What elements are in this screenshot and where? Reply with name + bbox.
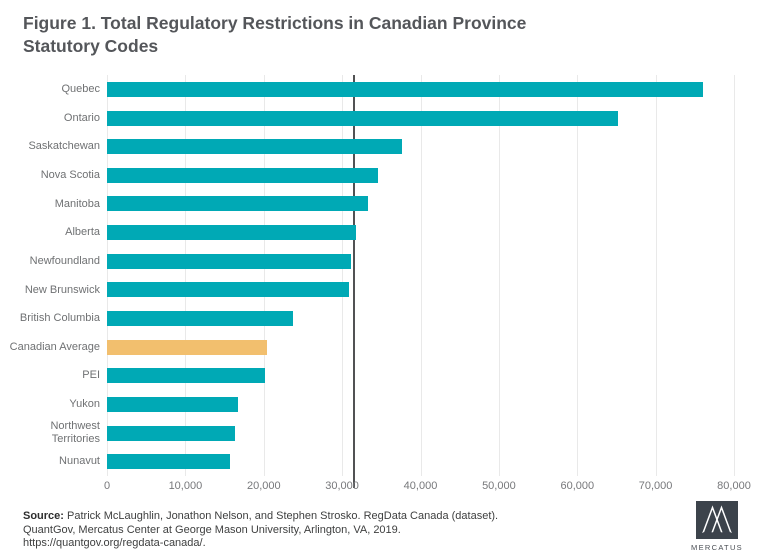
gridline-20000: [263, 75, 265, 476]
bar-new-brunswick: [107, 282, 350, 298]
gridline-40000: [420, 75, 422, 476]
gridline-60000: [577, 75, 579, 476]
gridline-30000: [342, 75, 344, 476]
category-label-canadian-average: Canadian Average: [9, 340, 100, 353]
source-line1-text: Patrick McLaughlin, Jonathon Nelson, and…: [63, 510, 499, 522]
source-line2: QuantGov, Mercatus Center at George Maso…: [23, 523, 401, 536]
bar-northwest-territories: [107, 425, 235, 441]
source-line1: Source: Patrick McLaughlin, Jonathon Nel…: [23, 510, 583, 524]
x-tick-label-30000: 30,000: [325, 480, 359, 492]
x-tick-label-60000: 60,000: [560, 480, 595, 492]
bar-quebec: [107, 81, 704, 97]
category-label-new-brunswick: New Brunswick: [24, 283, 100, 296]
category-label-yukon: Yukon: [69, 398, 100, 411]
category-label-quebec: Quebec: [61, 83, 100, 96]
category-label-nunavut: Nunavut: [59, 455, 100, 468]
bar-nunavut: [107, 454, 230, 470]
category-label-northwest-territories: Northwest Territories: [50, 420, 100, 445]
mercatus-logo-icon: [696, 501, 738, 539]
bar-newfoundland: [107, 253, 351, 269]
bar-ontario: [107, 110, 618, 126]
plot-area: [107, 75, 735, 489]
bar-alberta: [107, 225, 357, 240]
bar-canadian-average: [107, 339, 267, 355]
category-label-british-columbia: British Columbia: [19, 312, 100, 325]
source-line3: https://quantgov.org/regdata-canada/.: [23, 537, 206, 549]
figure-title-line2: Statutory Codes: [23, 36, 159, 56]
category-label-ontario: Ontario: [63, 111, 100, 124]
x-tick-label-0: 0: [103, 480, 111, 492]
x-tick-label-20000: 20,000: [246, 480, 281, 492]
figure-title: Figure 1. Total Regulatory Restrictions …: [23, 12, 623, 58]
mercatus-logo: MERCATUS: [688, 501, 746, 552]
figure-title-line1: Figure 1. Total Regulatory Restrictions …: [23, 13, 527, 33]
mercatus-logo-wordmark: MERCATUS: [691, 543, 743, 552]
gridline-10000: [185, 75, 187, 476]
category-label-saskatchewan: Saskatchewan: [28, 140, 100, 153]
x-tick-label-70000: 70,000: [638, 480, 673, 492]
gridline-50000: [498, 75, 500, 476]
x-tick-label-10000: 10,000: [168, 480, 203, 492]
category-label-alberta: Alberta: [65, 226, 100, 239]
source-label: Source:: [23, 510, 64, 522]
bar-nova-scotia: [107, 167, 379, 183]
category-label-newfoundland: Newfoundland: [29, 254, 100, 267]
x-tick-label-40000: 40,000: [403, 480, 438, 492]
category-label-manitoba: Manitoba: [54, 197, 100, 210]
category-label-pei: PEI: [82, 369, 100, 382]
bar-british-columbia: [107, 311, 293, 326]
gridline-80000: [734, 75, 735, 476]
gridline-0: [107, 75, 108, 476]
source-note: Source: Patrick McLaughlin, Jonathon Nel…: [23, 510, 583, 551]
category-label-nova-scotia: Nova Scotia: [40, 168, 100, 181]
value-axis: 0 10,000 20,000 30,000 40,000 50,000 60,000 70,…: [104, 480, 751, 496]
bar-pei: [107, 368, 266, 384]
gridline-70000: [655, 75, 657, 476]
bar-saskatchewan: [107, 139, 402, 155]
x-tick-label-80000: 80,000: [717, 480, 751, 492]
reference-line: [353, 75, 356, 489]
category-axis: Quebec Ontario Saskatchewan Nova Scotia Mani…: [0, 75, 100, 476]
x-tick-label-50000: 50,000: [482, 480, 516, 492]
bar-manitoba: [107, 196, 368, 212]
bar-yukon: [107, 396, 238, 412]
